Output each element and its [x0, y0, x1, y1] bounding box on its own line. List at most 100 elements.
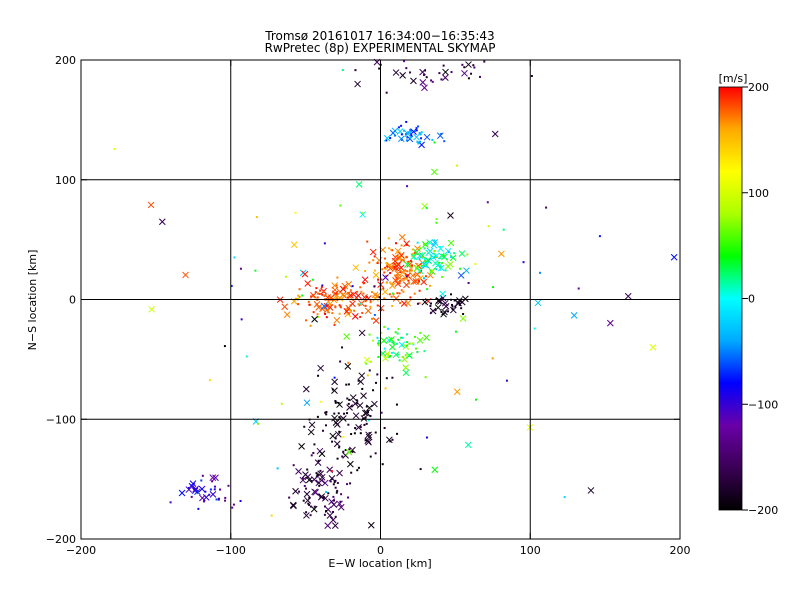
data-point-cross — [404, 299, 412, 307]
data-point-cross — [421, 84, 428, 92]
data-point-dot — [416, 302, 419, 305]
data-point-dot — [373, 269, 376, 272]
data-point-dot — [396, 332, 399, 335]
data-point-dot — [297, 297, 300, 300]
colorbar-ticks: 200 100 0 −100 −200 — [742, 81, 778, 517]
data-point-cross — [437, 245, 444, 253]
data-point-dot — [421, 255, 424, 258]
data-point-cross — [454, 299, 462, 307]
data-point-dot — [356, 290, 359, 293]
data-point-cross — [403, 261, 411, 268]
data-point-dot — [491, 357, 494, 360]
data-point-dot — [317, 316, 320, 319]
data-point-cross — [421, 261, 428, 269]
data-point-dot — [416, 263, 419, 266]
data-point-dot — [341, 346, 344, 349]
data-point-dot — [451, 303, 454, 306]
data-point-dot — [380, 309, 383, 312]
data-point-cross — [310, 476, 318, 483]
data-point-dot — [410, 134, 413, 137]
data-point-dot — [393, 265, 396, 268]
data-point-cross — [388, 336, 395, 343]
data-point-dot — [405, 120, 408, 123]
data-point-cross — [158, 218, 166, 226]
data-point-cross — [331, 414, 338, 422]
data-point-cross — [147, 201, 155, 209]
data-point-cross — [382, 354, 389, 362]
data-point-cross — [289, 501, 297, 509]
data-point-dot — [378, 67, 381, 70]
data-point-dot — [334, 486, 337, 489]
data-point-dot — [407, 260, 410, 263]
data-point-cross — [302, 385, 310, 393]
data-point-dot — [419, 331, 422, 334]
x-tick-label: −100 — [216, 544, 246, 557]
data-point-cross — [283, 311, 291, 319]
data-point-cross — [431, 466, 439, 474]
data-point-dot — [443, 140, 446, 143]
data-point-dot — [409, 260, 412, 263]
data-point-dot — [361, 387, 364, 390]
data-point-dot — [424, 260, 427, 263]
data-point-dot — [418, 279, 421, 282]
data-point-dot — [399, 279, 402, 282]
data-point-dot — [409, 128, 412, 131]
data-point-dot — [325, 411, 328, 414]
data-point-dot — [338, 304, 341, 307]
data-point-dot — [366, 374, 369, 377]
data-point-dot — [389, 355, 392, 358]
data-point-dot — [447, 251, 450, 254]
data-point-dot — [473, 66, 476, 69]
data-point-dot — [388, 247, 391, 250]
data-point-dot — [348, 308, 351, 311]
data-point-dot — [324, 312, 327, 315]
data-point-cross — [416, 337, 424, 344]
data-point-dot — [344, 308, 347, 311]
x-axis-label: E−W location [km] — [328, 557, 431, 570]
data-point-cross — [670, 253, 678, 261]
data-point-cross — [336, 500, 343, 508]
data-point-cross — [358, 329, 366, 337]
data-point-dot — [333, 481, 336, 484]
colorbar-tick-label: 200 — [748, 81, 769, 94]
data-point-cross — [447, 239, 455, 247]
data-point-cross — [398, 341, 406, 349]
data-point-dot — [402, 356, 405, 359]
data-point-dot — [324, 294, 327, 297]
data-point-dot — [424, 275, 427, 278]
data-point-cross — [371, 400, 378, 408]
data-point-dot — [438, 257, 441, 260]
data-point-dot — [350, 405, 353, 408]
data-point-cross — [416, 267, 424, 275]
data-point-dot — [359, 302, 362, 305]
data-point-dot — [391, 304, 394, 307]
data-point-dot — [350, 471, 353, 474]
data-point-dot — [416, 241, 419, 244]
data-point-dot — [350, 433, 353, 436]
data-point-dot — [406, 333, 409, 336]
data-point-cross — [364, 437, 372, 445]
data-point-dot — [402, 290, 405, 293]
data-point-cross — [351, 400, 359, 407]
grid-lines — [81, 60, 680, 539]
data-point-cross — [290, 241, 298, 249]
data-point-dot — [309, 505, 312, 508]
data-point-dot — [377, 344, 380, 347]
data-point-dot — [372, 389, 375, 392]
data-point-dot — [423, 258, 426, 261]
data-point-cross — [331, 387, 338, 395]
data-point-dot — [447, 310, 450, 313]
data-point-dot — [200, 479, 203, 482]
data-point-dot — [380, 411, 383, 414]
data-point-dot — [233, 256, 236, 259]
data-point-dot — [450, 71, 453, 74]
data-point-dot — [339, 417, 342, 420]
data-point-cross — [307, 428, 315, 436]
data-point-dot — [298, 490, 301, 493]
data-point-cross — [427, 271, 434, 279]
data-point-cross — [303, 512, 310, 519]
data-point-dot — [351, 285, 354, 288]
data-point-dot — [388, 356, 391, 359]
data-point-dot — [386, 264, 389, 267]
data-point-dot — [311, 278, 314, 281]
